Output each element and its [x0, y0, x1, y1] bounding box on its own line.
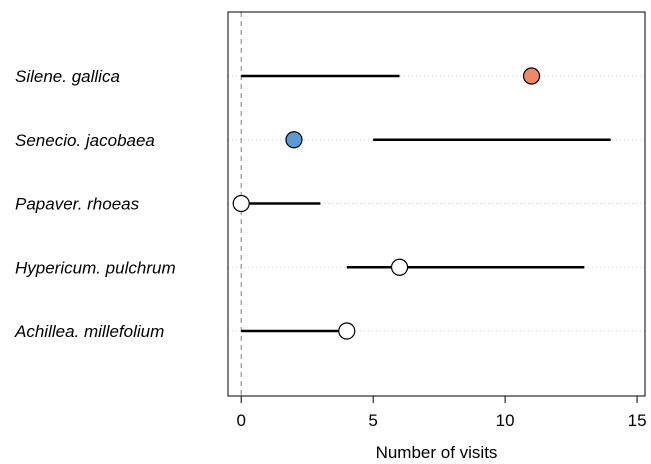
- point-marker: [390, 258, 409, 276]
- plot-frame: [227, 11, 646, 397]
- point-markers: [232, 67, 541, 340]
- point-marker: [285, 131, 303, 149]
- category-label: Senecio. jacobaea: [15, 131, 155, 150]
- category-label: Hypericum. pulchrum: [15, 258, 176, 277]
- point-marker: [338, 322, 356, 340]
- x-tick-label: 10: [496, 411, 515, 430]
- category-labels: Silene. gallica Senecio. jacobaea Papaver.…: [14, 67, 176, 341]
- x-axis-title: Number of visits: [376, 443, 498, 462]
- category-label: Silene. gallica: [15, 67, 120, 86]
- interval-lines: [241, 74, 611, 333]
- category-label: Achillea. millefolium: [14, 322, 164, 341]
- point-marker: [232, 194, 250, 213]
- x-tick-label: 5: [368, 411, 377, 430]
- x-tick-label: 0: [236, 411, 245, 430]
- category-label: Papaver. rhoeas: [15, 195, 140, 214]
- x-axis-ticks: 0 5 10 15: [236, 396, 647, 430]
- point-marker: [522, 67, 541, 85]
- x-tick-label: 15: [628, 411, 647, 430]
